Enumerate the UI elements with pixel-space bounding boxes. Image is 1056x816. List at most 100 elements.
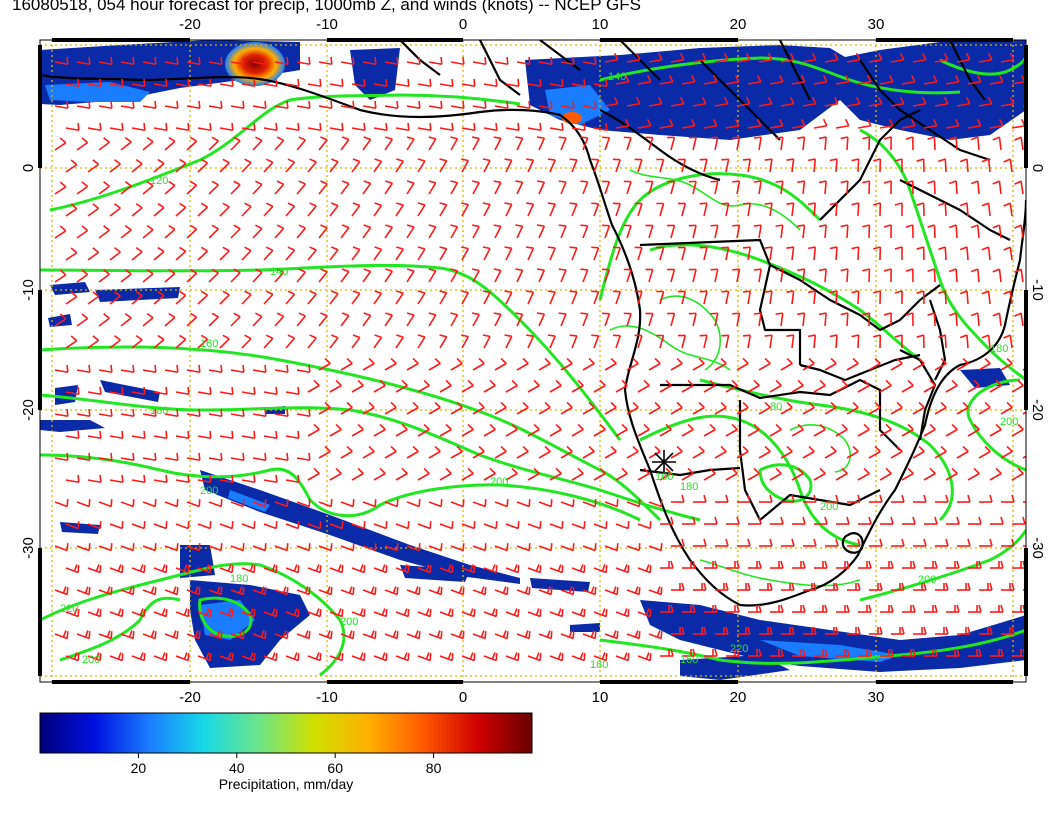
wind-barb <box>483 652 498 662</box>
wind-barb <box>704 648 718 657</box>
wind-barb <box>87 335 100 349</box>
wind-barb <box>439 423 452 437</box>
wind-barb <box>835 467 848 481</box>
wind-barb <box>667 224 676 239</box>
bottom-lon-ticks: -20 -10 0 10 20 30 <box>179 689 884 706</box>
wind-barb <box>851 246 860 261</box>
wind-barb <box>87 291 100 305</box>
wind-barb <box>781 582 795 591</box>
wind-barb <box>648 96 663 107</box>
wind-barb <box>505 608 520 618</box>
wind-barb <box>593 521 608 530</box>
wind-barb <box>527 122 542 132</box>
wind-barb <box>263 564 278 574</box>
wind-barb <box>307 564 322 574</box>
wind-barb <box>829 246 838 261</box>
precip-front-core <box>228 490 270 512</box>
wind-barb <box>615 379 628 393</box>
wind-barb <box>406 56 421 66</box>
wind-barb <box>197 652 212 662</box>
wind-barb <box>791 379 804 393</box>
wind-barb <box>241 158 252 173</box>
wind-barb <box>54 586 69 596</box>
wind-barb <box>764 158 773 173</box>
wind-barb <box>626 445 639 459</box>
wind-barb <box>219 202 230 217</box>
wind-barb <box>417 521 432 530</box>
wind-barb <box>109 247 121 261</box>
wind-barb <box>868 401 881 415</box>
wind-barb <box>98 100 113 110</box>
precip-southern-ocean <box>640 600 1026 672</box>
wind-barb <box>536 136 546 151</box>
wind-barb <box>615 608 630 618</box>
wind-barb <box>351 290 361 305</box>
wind-barb <box>494 357 507 371</box>
wind-barb <box>285 246 296 261</box>
wind-barb <box>736 401 749 415</box>
wind-barb <box>450 136 459 151</box>
wind-barb <box>362 56 377 66</box>
wind-barb <box>862 180 871 195</box>
wind-barb <box>580 224 589 239</box>
wind-barb <box>836 516 850 525</box>
wind-barb <box>659 118 674 129</box>
wind-barb <box>732 312 741 327</box>
wind-barb <box>604 96 619 107</box>
left-axis-bar <box>38 290 42 410</box>
wind-barb <box>1014 224 1024 239</box>
wind-barb <box>927 312 936 327</box>
wind-barb <box>340 586 355 596</box>
wind-barb <box>591 158 600 173</box>
wind-barb <box>340 401 353 415</box>
wind-barb <box>230 499 245 508</box>
wind-barb <box>373 202 383 217</box>
colorbar: 20 40 60 80 Precipitation, mm/day <box>39 712 533 792</box>
height-contours <box>40 54 1026 677</box>
wind-barb <box>593 608 608 618</box>
wind-barb <box>120 586 135 596</box>
wind-barb <box>340 268 350 283</box>
wind-barb <box>732 268 741 283</box>
wind-barb <box>274 630 289 640</box>
wind-barb <box>142 452 157 462</box>
wind-barb <box>571 608 586 618</box>
wind-barb <box>340 224 350 239</box>
wind-barb <box>582 586 597 596</box>
wind-barb <box>494 445 507 459</box>
wind-barb <box>1001 538 1015 547</box>
wind-barb <box>505 564 520 574</box>
wind-barb <box>186 100 201 110</box>
wind-barb <box>802 445 815 459</box>
wind-barb <box>461 379 474 393</box>
wind-barb <box>417 423 430 437</box>
wind-barb <box>970 224 980 239</box>
wind-barb <box>626 499 641 508</box>
wind-barb <box>219 246 230 261</box>
wind-barb <box>981 158 991 173</box>
wind-barb <box>846 52 861 63</box>
wind-barb <box>362 357 375 371</box>
wind-barb <box>87 159 100 173</box>
wind-barb <box>978 357 991 371</box>
wind-barb <box>340 136 350 151</box>
wind-barb <box>840 180 849 195</box>
wind-barb <box>153 521 168 530</box>
wind-barb <box>461 158 470 173</box>
wind-barb <box>263 78 278 88</box>
wind-barb <box>814 516 828 525</box>
wind-barb <box>362 543 377 552</box>
top-lon-ticks: -20 -10 0 10 20 30 <box>179 16 884 33</box>
wind-barb <box>978 52 993 63</box>
wind-barb <box>109 291 121 305</box>
wind-barb <box>764 290 773 305</box>
contour-label: 160 <box>680 654 698 666</box>
wind-barb <box>634 202 643 217</box>
wind-barb <box>76 408 91 418</box>
wind-barb <box>902 516 916 525</box>
wind-barb <box>340 543 355 552</box>
wind-barb <box>721 290 730 305</box>
wind-barb <box>869 494 883 503</box>
wind-barb <box>858 516 872 525</box>
bottom-tick-label: 10 <box>592 689 609 706</box>
